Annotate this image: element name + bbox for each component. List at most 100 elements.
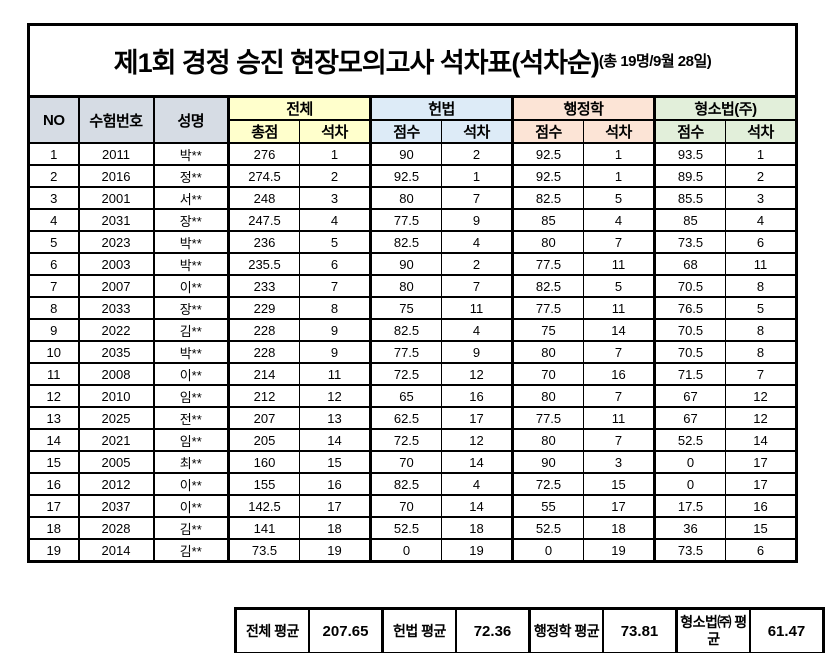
avg-label-constitution: 헌법 평균 xyxy=(381,607,457,653)
cell: 248 xyxy=(227,186,300,210)
cell: 2 xyxy=(441,142,513,166)
cell: 17 xyxy=(725,450,797,474)
cell: 36 xyxy=(653,516,726,540)
cell: 67 xyxy=(653,384,726,408)
cell: 3 xyxy=(583,450,655,474)
cell: 7 xyxy=(583,384,655,408)
cell: 80 xyxy=(511,340,584,364)
subheader-criminal-rank: 석차 xyxy=(725,119,797,144)
cell: 7 xyxy=(725,362,797,386)
group-header-total: 전체 xyxy=(227,95,371,121)
cell: 9 xyxy=(441,208,513,232)
cell: 93.5 xyxy=(653,142,726,166)
table-row: 12 2010 임** 212 12 65 16 80 7 67 12 xyxy=(28,384,797,408)
cell: 52.5 xyxy=(511,516,584,540)
cell: 5 xyxy=(28,230,79,254)
cell: 7 xyxy=(28,274,79,298)
cell: 236 xyxy=(227,230,300,254)
cell: 16 xyxy=(725,494,797,518)
cell: 90 xyxy=(369,142,442,166)
cell: 0 xyxy=(369,538,442,563)
cell: 11 xyxy=(725,252,797,276)
cell: 70 xyxy=(369,450,442,474)
cell: 2014 xyxy=(77,538,154,563)
cell: 155 xyxy=(227,472,300,496)
cell: 5 xyxy=(583,274,655,298)
cell: 85 xyxy=(653,208,726,232)
cell: 6 xyxy=(299,252,371,276)
cell: 89.5 xyxy=(653,164,726,188)
table-row: 3 2001 서** 248 3 80 7 82.5 5 85.5 3 xyxy=(28,186,797,210)
cell: 52.5 xyxy=(369,516,442,540)
cell: 전** xyxy=(152,406,229,430)
cell: 4 xyxy=(725,208,797,232)
cell: 207 xyxy=(227,406,300,430)
cell: 8 xyxy=(725,274,797,298)
cell: 4 xyxy=(299,208,371,232)
cell: 228 xyxy=(227,318,300,342)
cell: 212 xyxy=(227,384,300,408)
cell: 3 xyxy=(725,186,797,210)
avg-label-total: 전체 평균 xyxy=(234,607,310,653)
cell: 2031 xyxy=(77,208,154,232)
cell: 최** xyxy=(152,450,229,474)
cell: 14 xyxy=(28,428,79,452)
cell: 17 xyxy=(28,494,79,518)
cell: 71.5 xyxy=(653,362,726,386)
cell: 77.5 xyxy=(511,406,584,430)
cell: 55 xyxy=(511,494,584,518)
cell: 4 xyxy=(28,208,79,232)
cell: 214 xyxy=(227,362,300,386)
cell: 12 xyxy=(441,428,513,452)
cell: 서** xyxy=(152,186,229,210)
cell: 16 xyxy=(441,384,513,408)
cell: 92.5 xyxy=(511,142,584,166)
cell: 73.5 xyxy=(227,538,300,563)
cell: 229 xyxy=(227,296,300,320)
averages-table: 전체 평균 207.65 헌법 평균 72.36 행정학 평균 73.81 형소… xyxy=(234,607,825,653)
cell: 90 xyxy=(369,252,442,276)
cell: 11 xyxy=(583,296,655,320)
cell: 2022 xyxy=(77,318,154,342)
cell: 12 xyxy=(725,384,797,408)
avg-label-criminal: 형소법㈜ 평균 xyxy=(675,607,751,653)
cell: 247.5 xyxy=(227,208,300,232)
subheader-constitution-score: 점수 xyxy=(369,119,442,144)
col-header-exam-no: 수험번호 xyxy=(77,95,154,144)
cell: 70.5 xyxy=(653,318,726,342)
cell: 장** xyxy=(152,296,229,320)
cell: 68 xyxy=(653,252,726,276)
ranking-sheet: 제1회 경정 승진 현장모의고사 석차표(석차순) (총 19명/9월 28일) … xyxy=(27,23,825,653)
cell: 52.5 xyxy=(653,428,726,452)
group-header-admin: 행정학 xyxy=(511,95,655,121)
cell: 80 xyxy=(369,186,442,210)
cell: 72.5 xyxy=(369,428,442,452)
avg-value-total: 207.65 xyxy=(308,607,384,653)
cell: 2 xyxy=(299,164,371,188)
cell: 142.5 xyxy=(227,494,300,518)
cell: 0 xyxy=(511,538,584,563)
cell: 141 xyxy=(227,516,300,540)
cell: 12 xyxy=(28,384,79,408)
table-row: 14 2021 임** 205 14 72.5 12 80 7 52.5 14 xyxy=(28,428,797,452)
cell: 12 xyxy=(441,362,513,386)
cell: 12 xyxy=(725,406,797,430)
cell: 이** xyxy=(152,362,229,386)
cell: 2025 xyxy=(77,406,154,430)
cell: 16 xyxy=(583,362,655,386)
cell: 8 xyxy=(725,318,797,342)
cell: 16 xyxy=(299,472,371,496)
ranking-table: NO 수험번호 성명 전체 헌법 행정학 형소법(주) 총점 석차 점수 석차 … xyxy=(27,95,798,563)
cell: 77.5 xyxy=(369,208,442,232)
subheader-total-score: 총점 xyxy=(227,119,300,144)
cell: 2001 xyxy=(77,186,154,210)
cell: 11 xyxy=(299,362,371,386)
cell: 0 xyxy=(653,450,726,474)
cell: 1 xyxy=(583,142,655,166)
cell: 2035 xyxy=(77,340,154,364)
cell: 2005 xyxy=(77,450,154,474)
cell: 16 xyxy=(28,472,79,496)
cell: 5 xyxy=(583,186,655,210)
cell: 8 xyxy=(725,340,797,364)
cell: 77.5 xyxy=(369,340,442,364)
